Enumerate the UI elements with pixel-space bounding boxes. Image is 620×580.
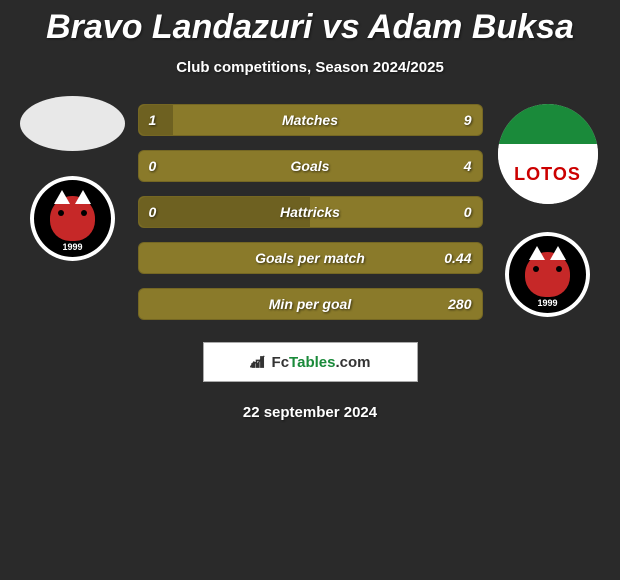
player-right-column: LOTOS 1999: [483, 104, 613, 317]
brand-box[interactable]: FcTables.com: [203, 342, 418, 382]
stat-right-value: 280: [448, 296, 471, 312]
club-year: 1999: [62, 242, 82, 252]
chart-icon: [250, 355, 268, 369]
sponsor-text: LOTOS: [514, 164, 581, 185]
stat-right-value: 0.44: [444, 250, 471, 266]
stat-row: 0Hattricks0: [138, 196, 483, 228]
player-left-column: 1999: [8, 104, 138, 261]
stat-right-value: 4: [464, 158, 472, 174]
stat-row: 1Matches9: [138, 104, 483, 136]
stat-label: Matches: [139, 112, 482, 128]
subtitle: Club competitions, Season 2024/2025: [0, 59, 620, 76]
stat-label: Goals per match: [139, 250, 482, 266]
page-title: Bravo Landazuri vs Adam Buksa: [0, 0, 620, 47]
club-badge-right: 1999: [505, 232, 590, 317]
stats-bars: 1Matches90Goals40Hattricks0Goals per mat…: [138, 104, 483, 334]
player-left-avatar: [20, 96, 125, 151]
stat-row: 0Goals4: [138, 150, 483, 182]
stat-row: Goals per match0.44: [138, 242, 483, 274]
brand-text: FcTables.com: [272, 354, 371, 371]
date-label: 22 september 2024: [0, 404, 620, 421]
club-wolf-icon: [525, 252, 570, 297]
club-year: 1999: [537, 298, 557, 308]
player-right-avatar: LOTOS: [498, 104, 598, 204]
stat-label: Hattricks: [139, 204, 482, 220]
club-wolf-icon: [50, 196, 95, 241]
club-badge-left: 1999: [30, 176, 115, 261]
stat-row: Min per goal280: [138, 288, 483, 320]
stat-label: Min per goal: [139, 296, 482, 312]
stat-right-value: 0: [464, 204, 472, 220]
comparison-panel: 1999 1Matches90Goals40Hattricks0Goals pe…: [0, 104, 620, 334]
stat-right-value: 9: [464, 112, 472, 128]
stat-label: Goals: [139, 158, 482, 174]
